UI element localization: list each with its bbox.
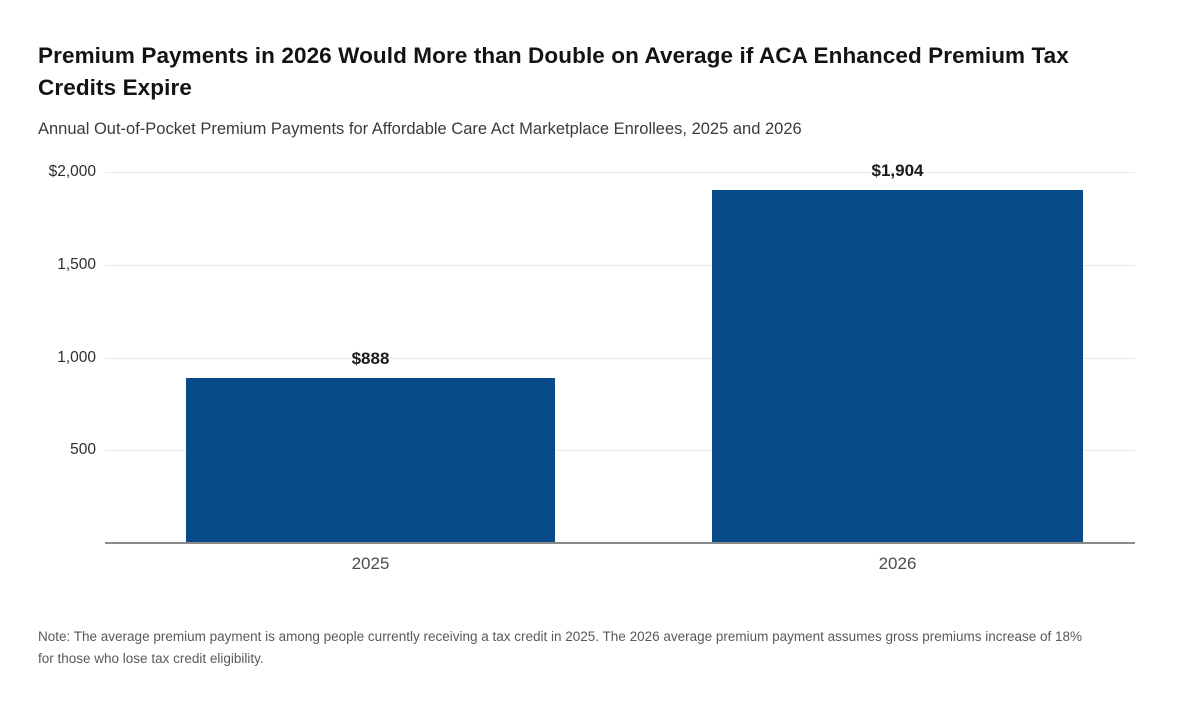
bar-group-2025: $888 2025	[186, 172, 555, 573]
y-tick-label: 500	[70, 441, 96, 459]
gridline	[105, 264, 1135, 266]
x-tick-label-2025: 2025	[351, 554, 390, 573]
bar-2025	[186, 378, 555, 543]
x-tick-label-2026: 2026	[878, 554, 917, 573]
bar-value-label-2025: $888	[351, 349, 390, 369]
note-text: Note: The average premium payment is amo…	[38, 629, 1083, 666]
gridline	[105, 450, 1135, 452]
y-tick-label: 1,500	[57, 255, 96, 273]
chart-title: Premium Payments in 2026 Would More than…	[38, 43, 1069, 100]
bar-value-label-2026: $1,904	[871, 160, 924, 180]
chart-subtitle: Annual Out-of-Pocket Premium Payments fo…	[38, 120, 802, 138]
x-axis-line	[105, 542, 1135, 544]
y-tick-label: $2,000	[48, 163, 96, 180]
gridline	[105, 172, 1135, 173]
plot-area: $888 2025 $1,904 2026 $2,000 1,500 1,000 50…	[49, 161, 1135, 573]
bar-group-2026: $1,904 2026	[712, 161, 1083, 573]
bar-2026	[712, 189, 1083, 543]
y-tick-label: 1,000	[57, 348, 96, 366]
gridline	[105, 357, 1135, 359]
